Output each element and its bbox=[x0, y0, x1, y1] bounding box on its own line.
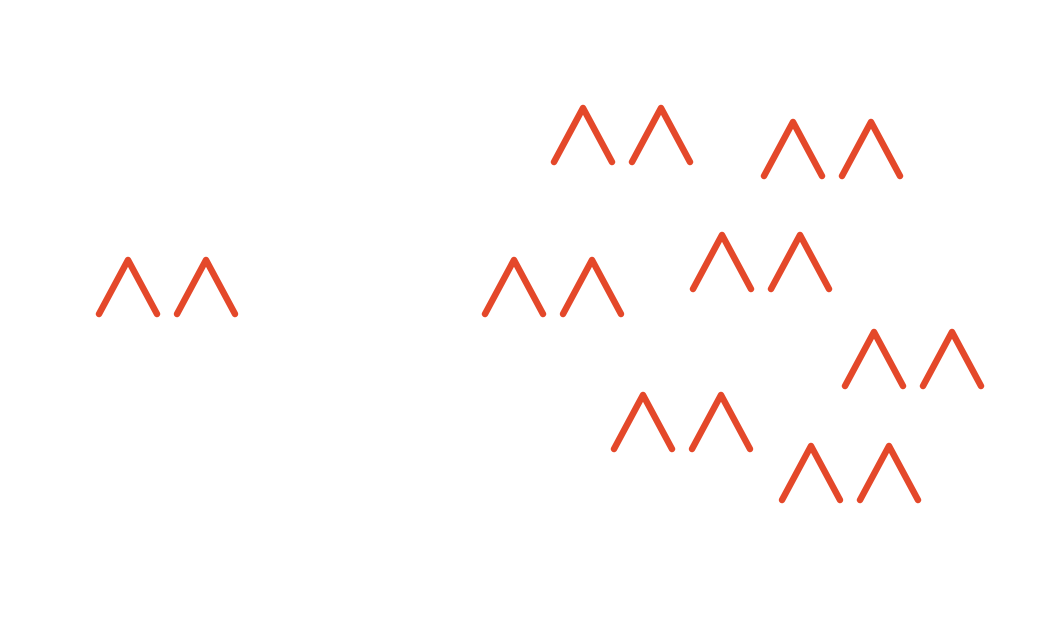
chevron-pair-6 bbox=[841, 328, 985, 390]
chevron-up-icon bbox=[689, 231, 755, 293]
chevron-up-icon bbox=[838, 118, 904, 180]
chevron-up-icon bbox=[173, 256, 239, 318]
chevron-up-icon bbox=[628, 104, 694, 166]
chevron-pair-7 bbox=[610, 391, 754, 453]
chevron-up-icon bbox=[778, 442, 844, 504]
chevron-up-icon bbox=[688, 391, 754, 453]
chevron-up-icon bbox=[760, 118, 826, 180]
chevron-pair-8 bbox=[778, 442, 922, 504]
chevron-up-icon bbox=[559, 256, 625, 318]
chevron-pair-3 bbox=[760, 118, 904, 180]
chevron-pair-1 bbox=[95, 256, 239, 318]
chevron-up-icon bbox=[550, 104, 616, 166]
chevron-up-icon bbox=[919, 328, 985, 390]
chevron-up-icon bbox=[481, 256, 547, 318]
chevron-pair-5 bbox=[689, 231, 833, 293]
chevron-up-icon bbox=[95, 256, 161, 318]
chevron-up-icon bbox=[856, 442, 922, 504]
chevron-pair-4 bbox=[481, 256, 625, 318]
chevron-up-icon bbox=[767, 231, 833, 293]
chevron-up-icon bbox=[610, 391, 676, 453]
chevron-up-icon bbox=[841, 328, 907, 390]
chevron-pair-2 bbox=[550, 104, 694, 166]
